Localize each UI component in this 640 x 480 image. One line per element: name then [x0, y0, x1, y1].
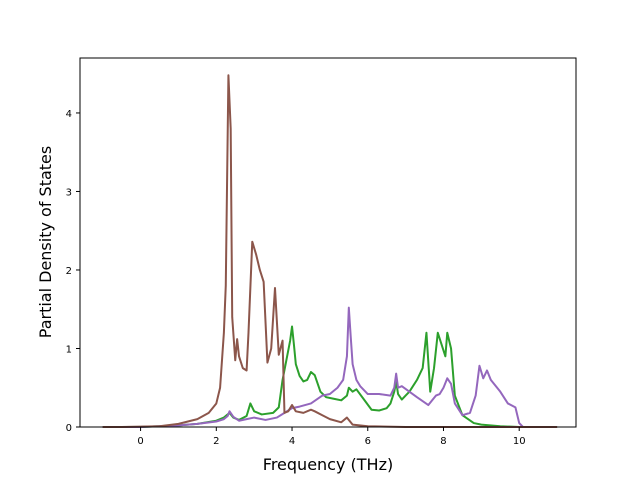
y-axis: 0 1 2 3 4	[66, 109, 80, 434]
y-tick-label: 4	[66, 109, 72, 120]
x-tick-label: 2	[213, 436, 219, 447]
series-line-2	[102, 306, 558, 428]
x-tick-label: 10	[513, 436, 526, 447]
x-tick-label: 0	[137, 436, 143, 447]
y-tick-label: 2	[66, 266, 72, 277]
series-layer	[102, 74, 558, 428]
y-tick-label: 3	[66, 187, 72, 198]
x-tick-label: 6	[365, 436, 371, 447]
x-tick-label: 8	[440, 436, 446, 447]
y-tick-label: 0	[66, 423, 72, 434]
y-tick-label: 1	[66, 344, 72, 355]
x-tick-label: 4	[289, 436, 295, 447]
series-line-1	[102, 325, 558, 428]
plot-frame	[79, 57, 577, 428]
y-axis-label: Partial Density of States	[36, 146, 55, 338]
series-line-3	[102, 74, 558, 428]
x-axis-label: Frequency (THz)	[263, 455, 393, 474]
x-axis: 0 2 4 6 8 10	[137, 427, 526, 447]
